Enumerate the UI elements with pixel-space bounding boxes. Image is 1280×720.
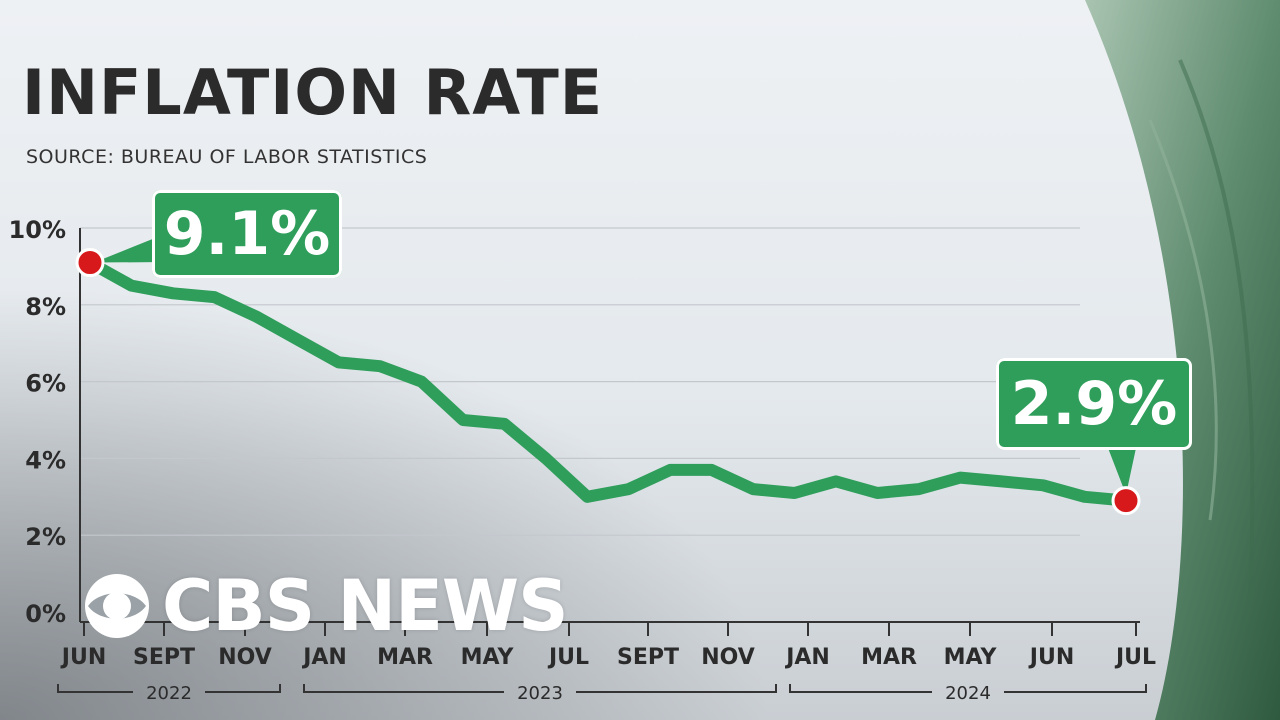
x-tick-label: JUN <box>1028 645 1074 670</box>
x-tick-label: MAY <box>944 645 998 670</box>
chart-title: INFLATION RATE <box>22 56 604 129</box>
series-line <box>84 256 1132 507</box>
year-bracket <box>1004 684 1147 693</box>
y-tick-label: 8% <box>25 293 66 321</box>
year-bracket <box>205 684 281 693</box>
x-tick-label: MAR <box>377 645 433 670</box>
x-tick-label: JUL <box>1114 645 1156 670</box>
callout-start: 9.1% <box>152 190 342 278</box>
y-tick-label: 4% <box>25 446 66 474</box>
data-point-marker <box>1111 486 1141 516</box>
y-tick-label: 6% <box>25 370 66 398</box>
y-tick-label: 2% <box>25 523 66 551</box>
x-tick-label: MAY <box>461 645 515 670</box>
year-label: 2022 <box>146 683 192 704</box>
year-label: 2024 <box>945 683 991 704</box>
chart-source: SOURCE: BUREAU OF LABOR STATISTICS <box>26 146 428 168</box>
year-bracket <box>303 684 504 693</box>
year-label: 2023 <box>517 683 563 704</box>
x-tick-label: SEPT <box>133 645 195 670</box>
x-tick-label: MAR <box>861 645 917 670</box>
x-tick-label: JUN <box>60 645 106 670</box>
y-tick-label: 10% <box>9 216 66 244</box>
series-group <box>75 232 1141 516</box>
callout-end-pointer <box>1108 448 1136 495</box>
cbs-news-logo: CBS NEWS <box>82 565 569 647</box>
year-bracket <box>57 684 133 693</box>
x-tick-label: NOV <box>218 645 272 670</box>
logo-text: CBS NEWS <box>162 565 569 647</box>
callout-end: 2.9% <box>996 358 1192 450</box>
x-tick-label: NOV <box>701 645 755 670</box>
cbs-eye-icon <box>85 574 149 638</box>
y-axis-ticks: 0% 2% 4% 6% 8% 10% <box>9 216 66 628</box>
year-bracket <box>789 684 932 693</box>
grid-lines <box>80 227 1080 536</box>
year-bracket <box>576 684 777 693</box>
data-point-marker <box>75 248 105 278</box>
x-tick-label: SEPT <box>617 645 679 670</box>
callout-start-pointer <box>94 232 170 263</box>
y-tick-label: 0% <box>25 600 66 628</box>
x-tick-label: JAN <box>784 645 830 670</box>
x-tick-label: JUL <box>547 645 589 670</box>
x-axis-ticks: JUN SEPT NOV JAN MAR MAY JUL SEPT NOV JAN MAR MAY JU… <box>60 622 1156 670</box>
x-tick-label: JAN <box>301 645 347 670</box>
year-groups: 2022 2023 2024 <box>57 683 1147 704</box>
